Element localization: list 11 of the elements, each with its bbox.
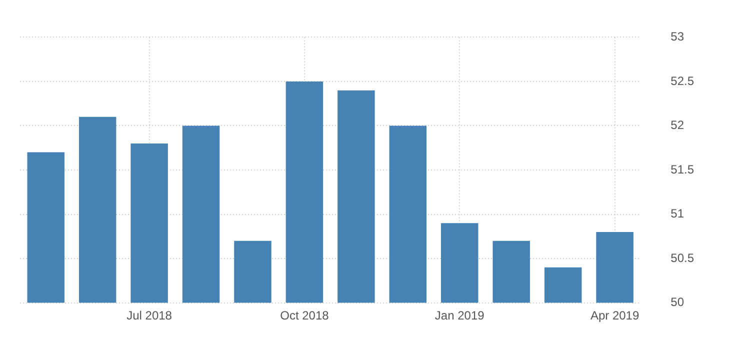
y-tick-label: 51 [670, 206, 684, 221]
x-tick-label: Oct 2018 [280, 308, 330, 322]
x-tick-label: Jul 2018 [126, 308, 172, 322]
y-tick-label: 53 [670, 30, 684, 44]
y-tick-label: 52 [670, 118, 684, 132]
x-tick-label: Jan 2019 [434, 308, 485, 322]
y-tick-label: 50.5 [670, 250, 694, 265]
x-tick-label: Apr 2019 [590, 308, 640, 322]
y-tick-label: 52.5 [670, 74, 694, 88]
y-tick-label: 51.5 [670, 162, 694, 176]
y-tick-label: 50 [670, 295, 684, 310]
